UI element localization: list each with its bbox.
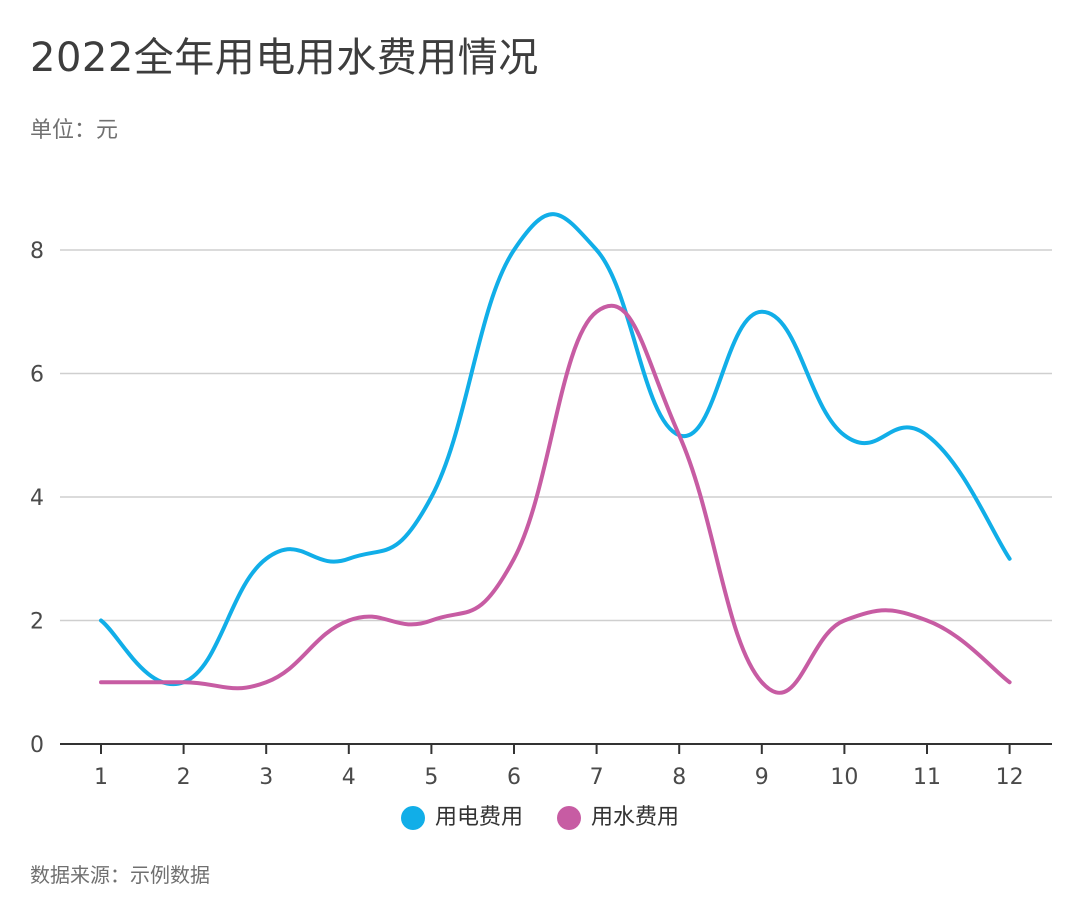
y-tick-label-4: 4 xyxy=(30,486,44,511)
y-tick-label-8: 8 xyxy=(30,239,44,264)
series-line-water xyxy=(99,303,1012,695)
y-axis: 0 2 4 6 8 xyxy=(30,239,44,758)
chart-title: 2022全年用电用水费用情况 xyxy=(30,35,539,81)
chart-unit-label: 单位：元 xyxy=(30,118,119,143)
legend-electricity-swatch-icon xyxy=(400,806,425,830)
x-tick-label-5: 5 xyxy=(424,765,438,790)
series-line-electricity xyxy=(99,212,1012,687)
series-lines xyxy=(99,212,1012,695)
x-tick-label-9: 9 xyxy=(755,765,769,790)
y-tick-label-2: 2 xyxy=(30,610,44,635)
y-tick-label-0: 0 xyxy=(30,733,44,758)
grid-lines xyxy=(60,249,1052,622)
x-tick-label-6: 6 xyxy=(507,765,521,790)
legend-water-swatch-icon xyxy=(557,806,581,830)
y-tick-label-6: 6 xyxy=(30,363,44,388)
x-axis: 1 2 3 4 5 6 7 8 9 10 11 12 xyxy=(60,743,1052,790)
data-source-note: 数据来源：示例数据 xyxy=(30,863,210,887)
legend-item-water: 用水费用 xyxy=(557,800,679,836)
legend-item-electricity: 用电费用 xyxy=(400,800,523,836)
x-tick-label-11: 11 xyxy=(913,765,941,790)
x-tick-label-10: 10 xyxy=(830,765,858,790)
chart-legend: 用电费用 用水费用 xyxy=(0,800,1080,836)
x-tick-label-8: 8 xyxy=(672,765,686,790)
x-tick-label-2: 2 xyxy=(177,765,191,790)
legend-electricity-label: 用电费用 xyxy=(434,805,523,830)
x-tick-label-7: 7 xyxy=(590,765,604,790)
legend-water-label: 用水费用 xyxy=(591,805,680,830)
x-tick-label-4: 4 xyxy=(342,765,356,790)
x-tick-label-12: 12 xyxy=(996,765,1024,790)
x-tick-label-3: 3 xyxy=(259,765,273,790)
x-tick-label-1: 1 xyxy=(94,765,108,790)
